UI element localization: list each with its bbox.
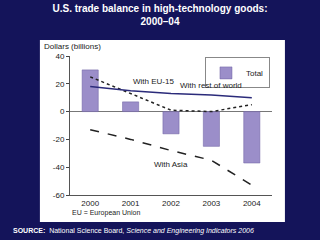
svg-text:With EU-15: With EU-15 [133,77,174,86]
svg-text:SOURCE: National Science Boar: SOURCE: National Science Board, Science … [13,227,254,235]
svg-text:U.S. trade balance in high-tec: U.S. trade balance in high-technology go… [52,3,267,27]
svg-text:40: 40 [55,52,64,61]
svg-text:2003: 2003 [203,199,221,208]
svg-text:Dollars (billions): Dollars (billions) [44,42,101,51]
svg-text:-40: -40 [53,163,65,172]
svg-text:2000: 2000 [81,199,99,208]
svg-text:2001: 2001 [122,199,140,208]
svg-text:20: 20 [55,80,64,89]
svg-text:-60: -60 [53,191,65,200]
svg-text:2002: 2002 [162,199,180,208]
svg-text:Total: Total [246,69,263,78]
svg-text:2004: 2004 [243,199,261,208]
svg-text:With Asia: With Asia [154,160,188,169]
svg-text:EU = European Union: EU = European Union [72,209,140,217]
svg-text:0: 0 [60,107,65,116]
svg-text:-20: -20 [53,135,65,144]
svg-text:With rest of world: With rest of world [180,81,242,90]
